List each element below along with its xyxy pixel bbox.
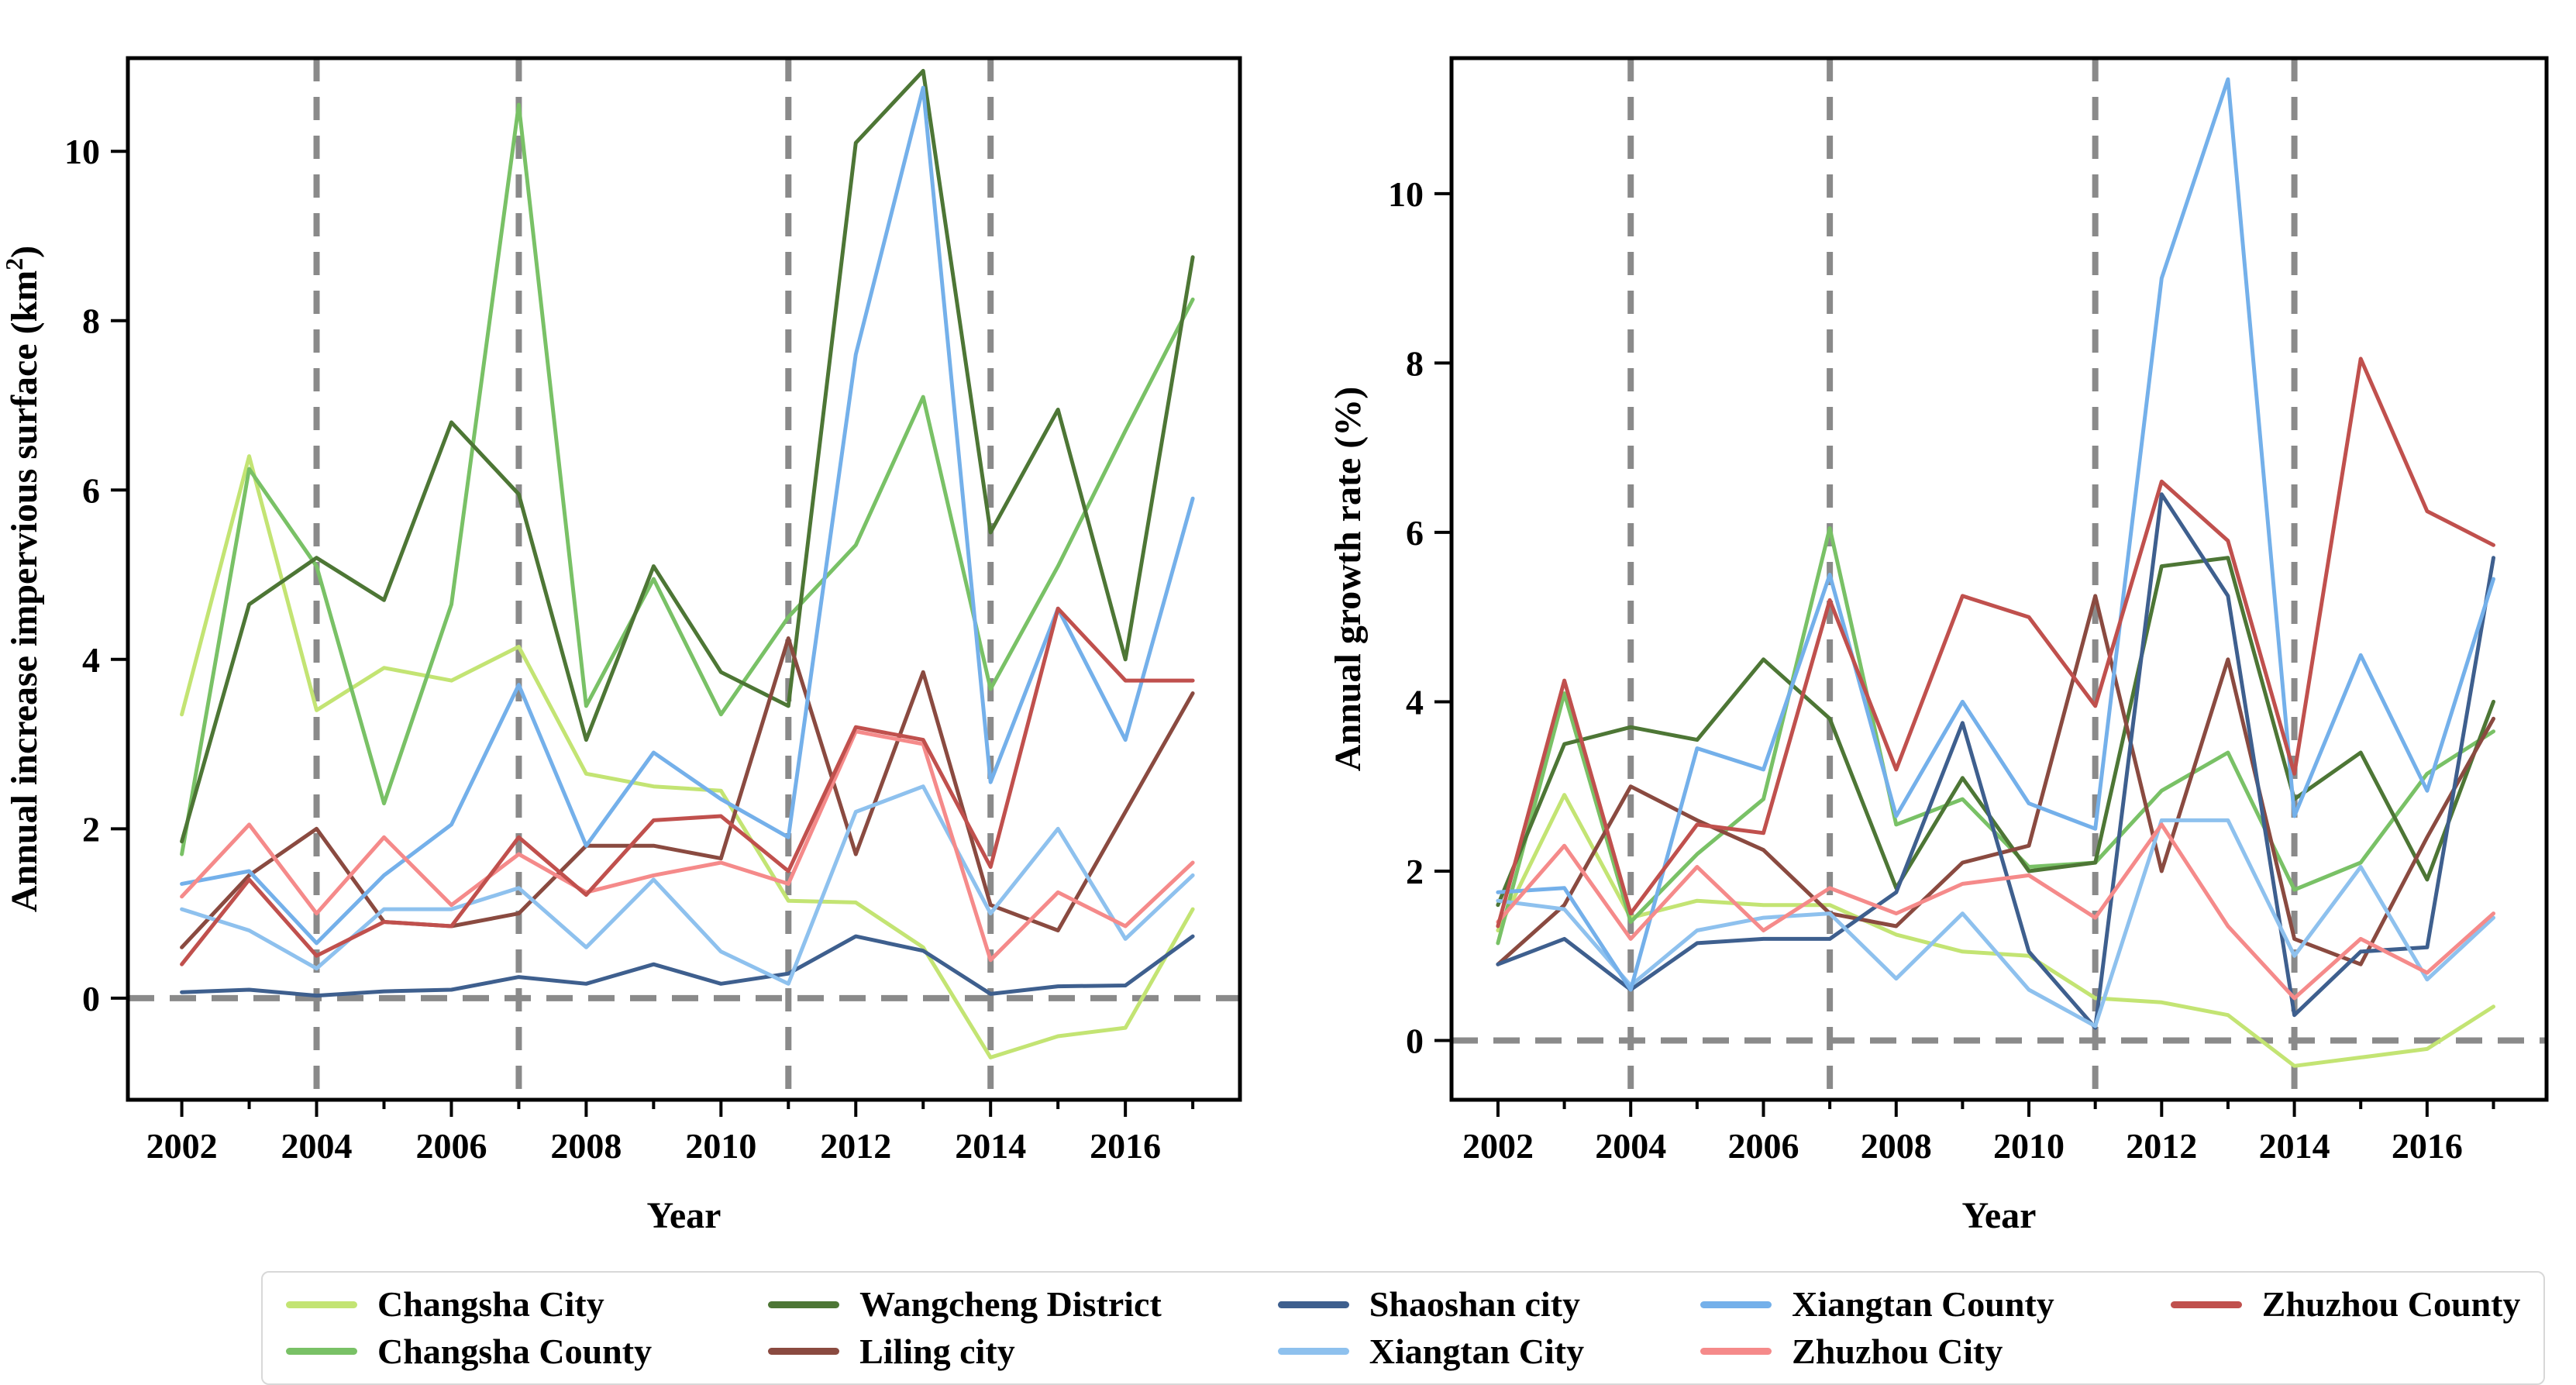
series-line-shaoshan-city: [180, 934, 1195, 998]
legend-label: Changsha City: [377, 1284, 604, 1324]
legend-swatch-xiangtan-city: [1277, 1348, 1349, 1356]
legend-swatch-changsha-county: [286, 1348, 357, 1356]
x-tick-label-2012: 2012: [2126, 1126, 2197, 1166]
series-line-zhuzhou-county: [1496, 357, 2495, 929]
y-tick-label-10: 10: [64, 132, 100, 171]
series-line-wangcheng-district: [1496, 556, 2495, 908]
x-tick-label-2014: 2014: [2259, 1126, 2330, 1166]
x-tick-label-2002: 2002: [146, 1126, 218, 1166]
legend-label: Xiangtan City: [1369, 1331, 1585, 1371]
y-tick-label-2: 2: [1406, 852, 1424, 891]
y-tick-label-8: 8: [82, 301, 100, 341]
x-tick-label-2006: 2006: [415, 1126, 487, 1166]
plot-border: [126, 56, 1242, 1102]
y-tick-label-4: 4: [1406, 682, 1424, 722]
legend-item-xiangtan-county: Xiangtan County: [1700, 1284, 2054, 1325]
legend-label: Xiangtan County: [1792, 1284, 2054, 1324]
legend-swatch-changsha-city: [286, 1301, 357, 1308]
series-line-shaoshan-city: [1496, 492, 2495, 1030]
legend-item-changsha-city: Changsha City: [286, 1284, 652, 1325]
series-line-changsha-city: [180, 454, 1195, 1059]
legend-item-zhuzhou-county: Zhuzhou County: [2170, 1284, 2521, 1325]
x-tick-label-2016: 2016: [1090, 1126, 1161, 1166]
y-tick-label-0: 0: [1406, 1022, 1424, 1061]
series-line-xiangtan-county: [180, 85, 1195, 946]
x-tick-label-2006: 2006: [1727, 1126, 1799, 1166]
legend-swatch-xiangtan-county: [1700, 1301, 1772, 1308]
series-line-liling-city: [180, 636, 1195, 949]
series-line-zhuzhou-city: [1496, 822, 2495, 1001]
legend-label: Wangcheng District: [859, 1284, 1162, 1324]
legend-label: Liling city: [859, 1331, 1015, 1371]
legend-item-zhuzhou-city: Zhuzhou City: [1700, 1332, 2054, 1372]
y-axis-label: Annual growth rate (%): [1328, 387, 1369, 771]
legend-item-liling-city: Liling city: [768, 1332, 1162, 1372]
y-axis-label: Annual increase impervious surface (km2): [1, 246, 45, 912]
x-tick-label-2004: 2004: [1595, 1126, 1666, 1166]
legend-label: Shaoshan city: [1369, 1284, 1581, 1324]
x-tick-label-2014: 2014: [955, 1126, 1026, 1166]
y-tick-label-4: 4: [82, 640, 100, 680]
legend-item-changsha-county: Changsha County: [286, 1332, 652, 1372]
legend-label: Zhuzhou City: [1792, 1331, 2003, 1371]
chart-panel-impervious-surface: 2002 2004 2006 2008 2010 2012 2014 2016 0 2 4 6 8 10 Y…: [1, 56, 1242, 1236]
y-tick-label-2: 2: [82, 809, 100, 849]
legend-item-xiangtan-city: Xiangtan City: [1277, 1331, 1585, 1372]
y-tick-label-8: 8: [1406, 343, 1424, 383]
x-tick-label-2008: 2008: [550, 1126, 622, 1166]
x-tick-label-2010: 2010: [685, 1126, 756, 1166]
series-line-zhuzhou-county: [180, 606, 1195, 966]
x-tick-label-2012: 2012: [820, 1126, 891, 1166]
y-tick-label-6: 6: [82, 470, 100, 510]
chart-panel-growth-rate: 2002 2004 2006 2008 2010 2012 2014 2016 0 2 4 6 8 10 Y…: [1328, 56, 2549, 1236]
series-line-xiangtan-city: [1496, 818, 2495, 1028]
y-tick-label-10: 10: [1388, 174, 1424, 214]
plot-border: [1449, 56, 2549, 1102]
series-line-liling-city: [1496, 594, 2495, 966]
legend-swatch-liling-city: [768, 1348, 840, 1356]
x-axis-label: Year: [647, 1195, 721, 1236]
legend: Changsha City Wangcheng District Shaoshan …: [261, 1271, 2546, 1385]
legend-item-wangcheng-district: Wangcheng District: [768, 1284, 1162, 1325]
series-line-zhuzhou-city: [180, 729, 1195, 963]
x-tick-label-2004: 2004: [281, 1126, 353, 1166]
legend-swatch-zhuzhou-county: [2170, 1301, 2242, 1308]
legend-swatch-zhuzhou-city: [1700, 1348, 1772, 1356]
series-line-xiangtan-city: [180, 784, 1195, 986]
legend-label: Changsha County: [377, 1331, 653, 1371]
series-line-changsha-county: [180, 102, 1195, 856]
legend-swatch-wangcheng-district: [768, 1301, 840, 1308]
x-tick-label-2010: 2010: [1993, 1126, 2065, 1166]
legend-item-shaoshan-city: Shaoshan city: [1277, 1284, 1584, 1325]
legend-swatch-shaoshan-city: [1277, 1301, 1349, 1308]
x-tick-label-2002: 2002: [1462, 1126, 1534, 1166]
x-axis-label: Year: [1962, 1195, 2037, 1236]
series-line-wangcheng-district: [180, 68, 1195, 844]
y-tick-label-6: 6: [1406, 513, 1424, 553]
legend-label: Zhuzhou County: [2261, 1284, 2521, 1324]
x-tick-label-2016: 2016: [2392, 1126, 2463, 1166]
x-tick-label-2008: 2008: [1861, 1126, 1932, 1166]
y-tick-label-0: 0: [82, 979, 100, 1018]
